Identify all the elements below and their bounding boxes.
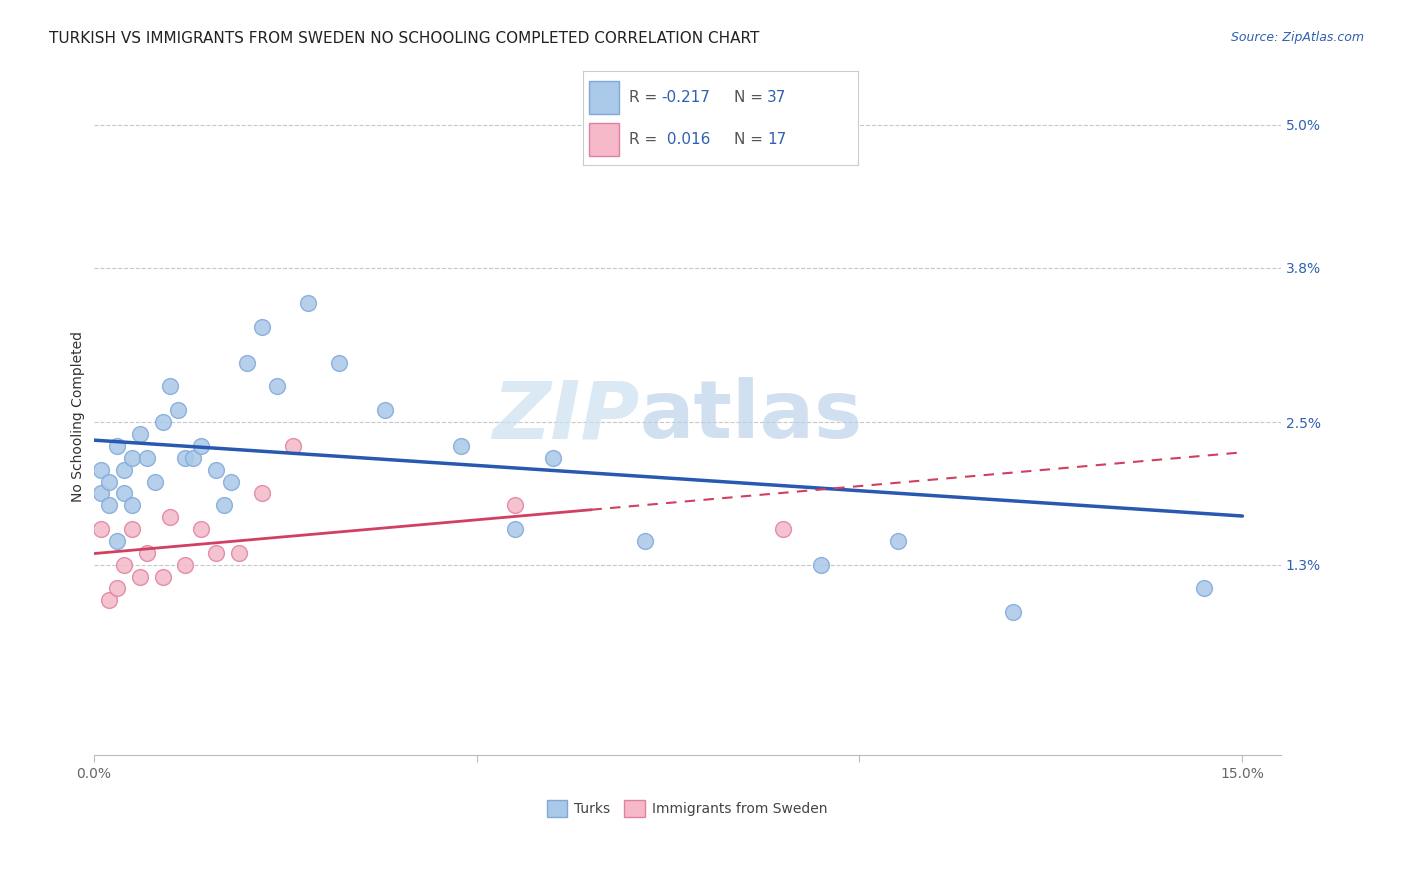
Bar [589,81,619,113]
Text: N =: N = [734,132,768,147]
Point [297,296,319,310]
Legend: Turks, Immigrants from Sweden: Turks, Immigrants from Sweden [541,795,834,822]
Text: TURKISH VS IMMIGRANTS FROM SWEDEN NO SCHOOLING COMPLETED CORRELATION CHART: TURKISH VS IMMIGRANTS FROM SWEDEN NO SCH… [49,31,759,46]
Point [136,546,159,560]
Point [190,439,212,453]
Point [105,533,128,548]
Text: R =: R = [628,132,662,147]
Point [105,439,128,453]
Point [121,450,143,465]
Point [136,450,159,465]
Point [450,439,472,453]
Point [166,403,188,417]
Point [112,486,135,500]
Text: atlas: atlas [640,377,863,455]
Text: 37: 37 [768,89,786,104]
Point [90,462,112,476]
Point [174,558,197,572]
Point [97,475,120,489]
Point [772,522,794,536]
Point [90,522,112,536]
Point [228,546,250,560]
Point [159,379,181,393]
Point [266,379,288,393]
Point [503,522,526,536]
Text: N =: N = [734,89,768,104]
Text: ZIP: ZIP [492,377,640,455]
Point [221,475,243,489]
Point [112,558,135,572]
Point [174,450,197,465]
Point [181,450,204,465]
Text: 17: 17 [768,132,786,147]
Text: 0.016: 0.016 [662,132,710,147]
Point [328,356,350,370]
Point [235,356,257,370]
Point [90,486,112,500]
Point [250,486,273,500]
Point [503,498,526,512]
Point [205,546,228,560]
Point [121,522,143,536]
Point [374,403,396,417]
Point [128,569,150,583]
Point [1192,582,1215,596]
Point [105,582,128,596]
Point [97,593,120,607]
Point [541,450,564,465]
Point [112,462,135,476]
Point [1001,605,1024,619]
Point [121,498,143,512]
Point [250,320,273,334]
Text: Source: ZipAtlas.com: Source: ZipAtlas.com [1230,31,1364,45]
Point [128,427,150,442]
Text: R =: R = [628,89,662,104]
Point [810,558,832,572]
Point [281,439,304,453]
Point [634,533,657,548]
Point [97,498,120,512]
Point [190,522,212,536]
Point [212,498,235,512]
Point [887,533,910,548]
Point [205,462,228,476]
Point [772,142,794,156]
Point [159,510,181,524]
Point [152,415,174,429]
Bar [589,123,619,156]
Text: -0.217: -0.217 [662,89,710,104]
Y-axis label: No Schooling Completed: No Schooling Completed [72,331,86,501]
Point [143,475,166,489]
Point [152,569,174,583]
